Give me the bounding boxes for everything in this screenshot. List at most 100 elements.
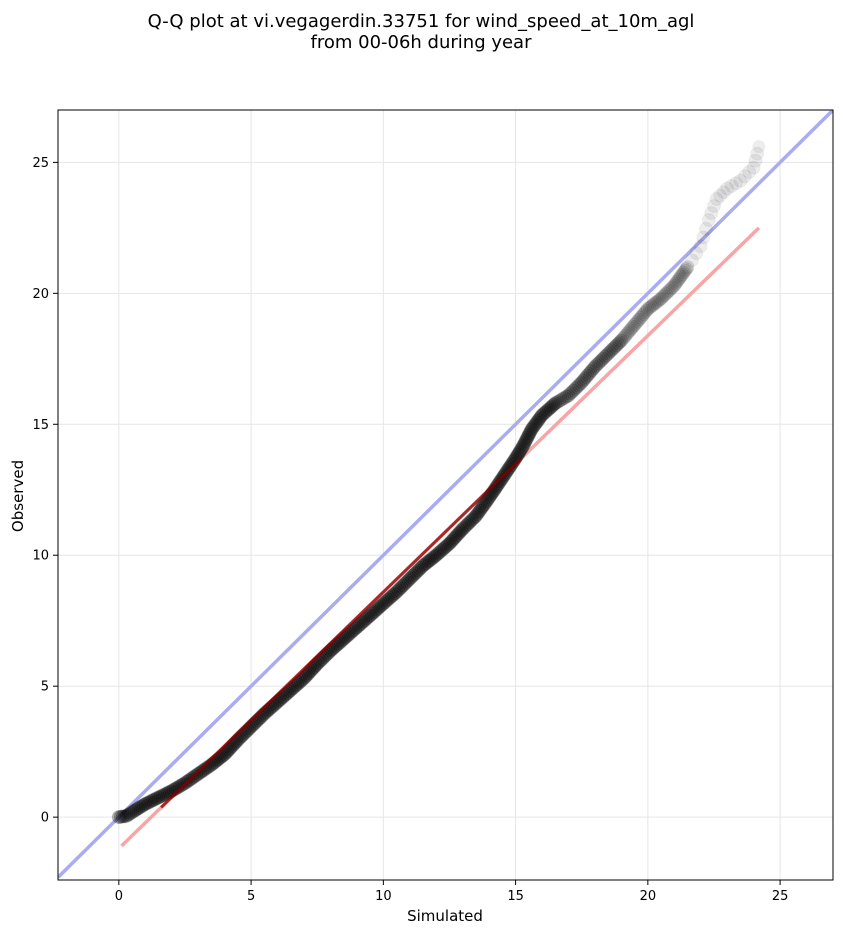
qq-point [564, 385, 579, 400]
qq-point [299, 668, 314, 683]
qq-point [412, 562, 427, 576]
qq-point [752, 140, 766, 154]
qq-point [566, 383, 581, 398]
qq-point [689, 246, 704, 261]
qq-point [737, 169, 752, 184]
qq-point [623, 323, 638, 337]
qq-point [301, 666, 316, 681]
qq-point [138, 797, 153, 811]
y-tick-label: 20 [32, 287, 49, 302]
qq-point [679, 262, 694, 276]
qq-point [452, 525, 467, 540]
qq-point [515, 440, 530, 455]
qq-point [147, 792, 162, 807]
qq-point [465, 512, 480, 527]
qq-point [361, 609, 376, 624]
qq-point [529, 415, 544, 430]
qq-point [545, 399, 559, 414]
qq-point [535, 408, 549, 423]
qq-point [576, 373, 591, 388]
qq-point [419, 556, 434, 571]
qq-point [532, 411, 547, 426]
qq-point [369, 602, 384, 617]
qq-point [493, 474, 507, 489]
qq-point [476, 498, 491, 512]
qq-point [123, 806, 138, 821]
qq-point [155, 788, 170, 803]
qq-point [471, 505, 486, 520]
qq-point [675, 267, 690, 282]
y-axis-label: Observed [9, 460, 27, 532]
qq-point [290, 677, 305, 692]
qq-point [553, 393, 568, 407]
qq-point [586, 361, 601, 376]
qq-point [550, 395, 565, 410]
qq-point [524, 422, 539, 437]
qq-point [479, 494, 494, 509]
qq-point [346, 623, 361, 638]
qq-point [518, 434, 533, 449]
qq-point [525, 420, 540, 435]
qq-point [140, 796, 155, 811]
qq-point [478, 496, 493, 511]
qq-point [416, 558, 430, 573]
qq-point [673, 269, 688, 284]
qq-point [386, 587, 401, 602]
qq-point [637, 305, 652, 320]
qq-point [454, 523, 469, 538]
qq-point [340, 629, 354, 644]
qq-point [531, 413, 546, 428]
qq-point [585, 363, 599, 378]
qq-point [490, 478, 505, 493]
qq-point [427, 549, 442, 564]
qq-point [379, 593, 394, 608]
qq-point [381, 592, 396, 607]
qq-point [609, 338, 624, 353]
qq-point [713, 188, 728, 203]
qq-point [523, 424, 538, 439]
qq-point [580, 368, 595, 383]
qq-point [343, 626, 358, 641]
qq-point [624, 321, 639, 336]
qq-point [387, 586, 402, 601]
qq-point [513, 443, 528, 458]
qq-point [672, 271, 687, 286]
qq-point [157, 787, 172, 802]
grid-lines [58, 110, 833, 880]
x-axis-label: Simulated [407, 907, 483, 925]
qq-point [434, 543, 449, 558]
qq-point [174, 778, 189, 793]
qq-point [614, 333, 629, 348]
qq-point [502, 460, 517, 475]
qq-point [533, 409, 548, 424]
qq-point [540, 403, 554, 418]
qq-point [696, 230, 711, 245]
qq-point [750, 146, 765, 161]
y-axis-ticks: 0 5 10 15 20 25 [32, 156, 58, 826]
qq-point [514, 442, 529, 456]
qq-point [569, 380, 584, 395]
qq-point [399, 575, 414, 590]
qq-point [133, 800, 147, 815]
qq-point [407, 566, 422, 581]
qq-point [748, 153, 763, 168]
qq-point [655, 289, 670, 304]
qq-point [621, 324, 636, 339]
qq-point [429, 548, 444, 563]
qq-point [358, 612, 373, 627]
qq-point [591, 356, 606, 371]
qq-point [716, 185, 731, 200]
x-tick-label: 0 [115, 889, 123, 904]
qq-point [662, 283, 677, 298]
qq-point [288, 678, 303, 693]
qq-point [627, 317, 642, 332]
qq-point [368, 604, 383, 619]
qq-point [597, 349, 612, 364]
qq-point [676, 265, 691, 280]
qq-point [121, 807, 136, 822]
qq-point [520, 430, 535, 445]
qq-point [579, 370, 594, 385]
qq-point [170, 780, 185, 795]
qq-point [563, 386, 578, 401]
qq-point [699, 221, 713, 236]
